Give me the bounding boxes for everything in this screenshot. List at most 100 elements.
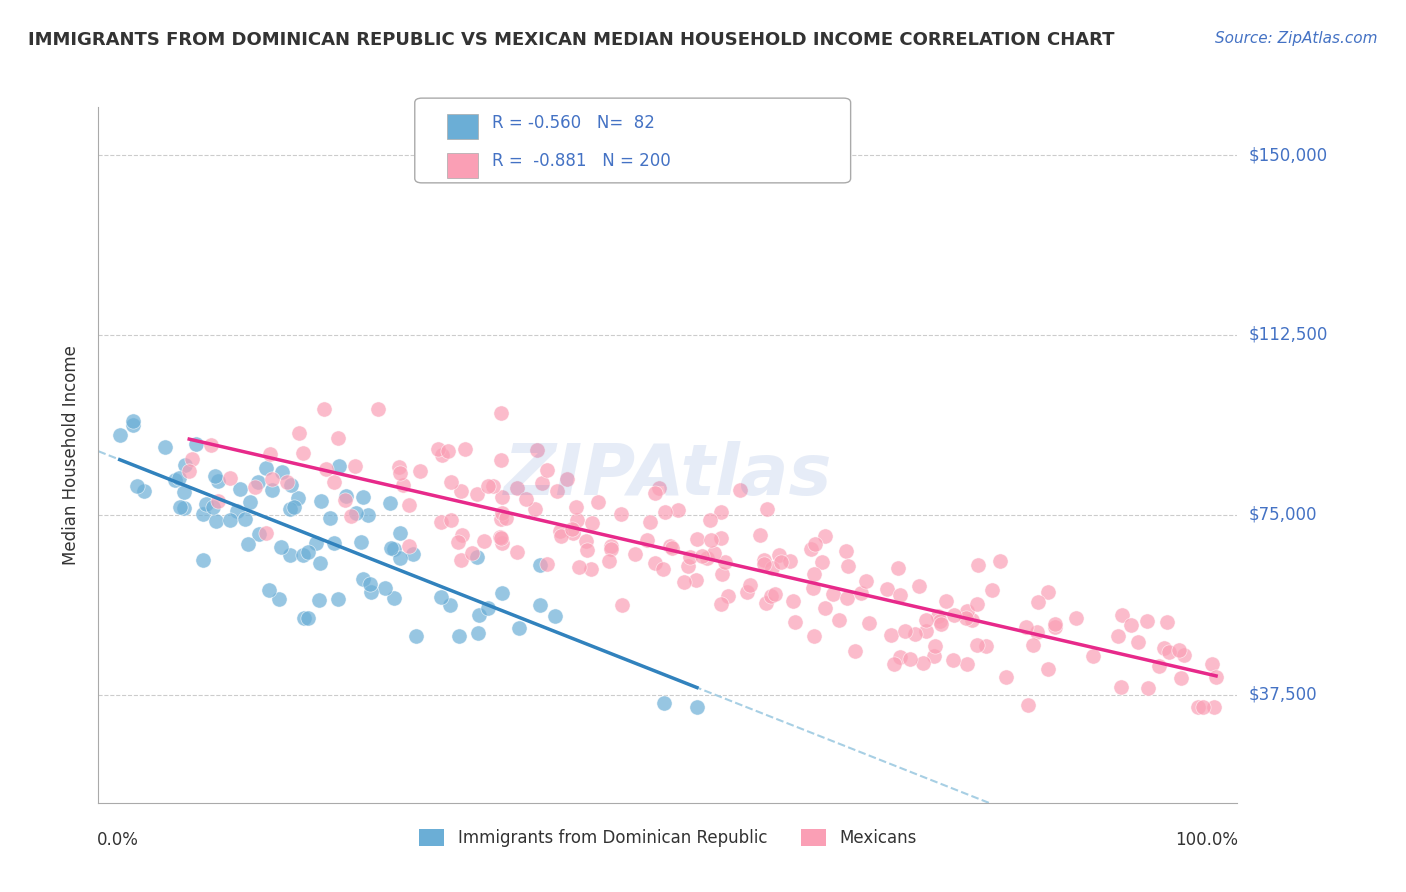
Mexicans (586, 495, 609, 509)
Immigrants from Dominican Republic (247, 475, 270, 490)
Immigrants from Dominican Republic (165, 473, 187, 487)
Mexicans (565, 500, 588, 514)
Text: $150,000: $150,000 (1249, 146, 1327, 164)
Mexicans (956, 604, 979, 618)
Mexicans (924, 648, 946, 663)
Mexicans (651, 562, 673, 576)
Legend: Immigrants from Dominican Republic, Mexicans: Immigrants from Dominican Republic, Mexi… (413, 822, 922, 854)
Mexicans (506, 481, 529, 495)
Mexicans (460, 546, 482, 560)
Mexicans (828, 613, 851, 627)
Mexicans (1136, 681, 1159, 695)
Mexicans (703, 546, 725, 560)
Mexicans (915, 613, 938, 627)
Mexicans (447, 534, 470, 549)
Mexicans (710, 531, 733, 545)
Mexicans (640, 515, 662, 529)
Immigrants from Dominican Republic (280, 478, 302, 492)
Immigrants from Dominican Republic (297, 545, 319, 559)
Mexicans (326, 431, 349, 445)
Mexicans (648, 481, 671, 495)
Immigrants from Dominican Republic (233, 512, 256, 526)
Mexicans (1028, 595, 1050, 609)
Immigrants from Dominican Republic (467, 607, 489, 622)
Mexicans (636, 533, 658, 548)
Immigrants from Dominican Republic (121, 418, 143, 433)
Mexicans (389, 466, 412, 480)
Immigrants from Dominican Republic (529, 558, 551, 572)
Mexicans (481, 479, 503, 493)
Mexicans (1111, 608, 1133, 623)
Text: R = -0.560   N=  82: R = -0.560 N= 82 (492, 114, 655, 132)
Mexicans (835, 591, 858, 605)
Mexicans (1202, 699, 1225, 714)
Immigrants from Dominican Republic (529, 598, 551, 612)
Immigrants from Dominican Republic (359, 577, 381, 591)
Mexicans (659, 539, 682, 553)
Text: IMMIGRANTS FROM DOMINICAN REPUBLIC VS MEXICAN MEDIAN HOUSEHOLD INCOME CORRELATIO: IMMIGRANTS FROM DOMINICAN REPUBLIC VS ME… (28, 31, 1115, 49)
Immigrants from Dominican Republic (174, 458, 197, 473)
Immigrants from Dominican Republic (219, 513, 242, 527)
Mexicans (966, 597, 988, 611)
Mexicans (1170, 671, 1192, 685)
Mexicans (768, 548, 790, 562)
Mexicans (644, 486, 666, 500)
Mexicans (259, 447, 281, 461)
Mexicans (388, 460, 411, 475)
Mexicans (1159, 645, 1181, 659)
Text: R =  -0.881   N = 200: R = -0.881 N = 200 (492, 152, 671, 169)
Mexicans (1043, 620, 1066, 634)
Mexicans (894, 624, 917, 638)
Mexicans (323, 475, 346, 490)
Mexicans (451, 527, 474, 541)
Immigrants from Dominican Republic (205, 514, 228, 528)
Mexicans (288, 425, 311, 440)
Mexicans (450, 483, 472, 498)
Mexicans (942, 607, 965, 622)
Immigrants from Dominican Republic (207, 474, 229, 488)
Mexicans (1015, 620, 1038, 634)
Text: ZIPAtlas: ZIPAtlas (503, 442, 832, 510)
Mexicans (1017, 698, 1039, 712)
Mexicans (491, 491, 513, 505)
Immigrants from Dominican Republic (292, 549, 315, 563)
Immigrants from Dominican Republic (384, 591, 406, 605)
Immigrants from Dominican Republic (173, 485, 195, 500)
Mexicans (581, 516, 603, 531)
Mexicans (489, 453, 512, 467)
Mexicans (430, 515, 453, 529)
Mexicans (880, 628, 903, 642)
Mexicans (803, 629, 825, 643)
Immigrants from Dominican Republic (447, 629, 470, 643)
Immigrants from Dominican Republic (193, 553, 215, 567)
Mexicans (472, 534, 495, 549)
Mexicans (679, 550, 702, 565)
Text: $75,000: $75,000 (1249, 506, 1317, 524)
Mexicans (567, 513, 589, 527)
Mexicans (929, 614, 952, 628)
Mexicans (678, 558, 700, 573)
Immigrants from Dominican Republic (297, 610, 319, 624)
Mexicans (180, 452, 202, 467)
Mexicans (814, 529, 837, 543)
Mexicans (935, 594, 957, 608)
Immigrants from Dominican Republic (388, 550, 411, 565)
Immigrants from Dominican Republic (430, 590, 453, 604)
Mexicans (907, 579, 929, 593)
Immigrants from Dominican Republic (195, 497, 218, 511)
Mexicans (661, 541, 683, 556)
Mexicans (1126, 635, 1149, 649)
Mexicans (344, 459, 367, 474)
Mexicans (981, 582, 1004, 597)
Immigrants from Dominican Republic (652, 696, 675, 710)
Mexicans (179, 465, 201, 479)
Y-axis label: Median Household Income: Median Household Income (62, 345, 80, 565)
Mexicans (960, 613, 983, 627)
Mexicans (924, 639, 946, 653)
Mexicans (754, 552, 776, 566)
Mexicans (1064, 611, 1087, 625)
Mexicans (398, 539, 420, 553)
Mexicans (903, 627, 925, 641)
Mexicans (717, 590, 740, 604)
Mexicans (761, 560, 783, 574)
